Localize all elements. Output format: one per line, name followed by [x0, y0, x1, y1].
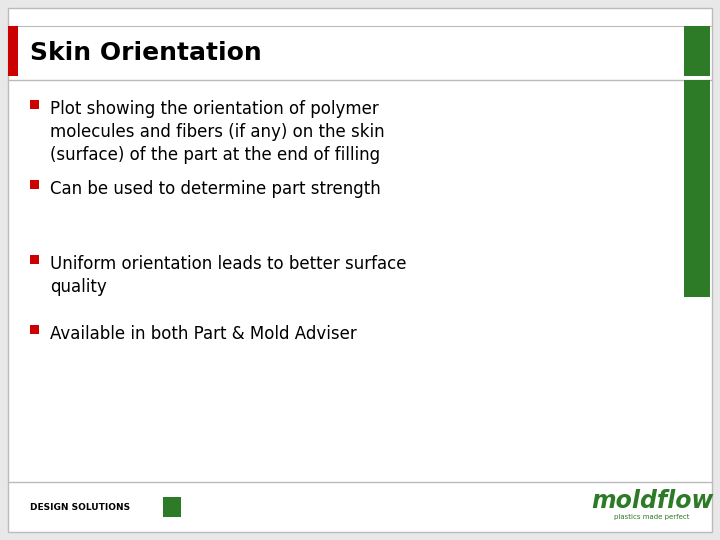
- Bar: [30, 325, 39, 334]
- Text: Uniform orientation leads to better surface
quality: Uniform orientation leads to better surf…: [50, 255, 407, 296]
- Bar: [8, 26, 18, 76]
- Text: Can be used to determine part strength: Can be used to determine part strength: [50, 180, 381, 198]
- Text: plastics made perfect: plastics made perfect: [614, 514, 690, 520]
- Text: Skin Orientation: Skin Orientation: [30, 41, 262, 65]
- Bar: [30, 100, 39, 109]
- Text: moldflow: moldflow: [591, 489, 714, 513]
- Bar: [30, 255, 39, 264]
- Text: Plot showing the orientation of polymer
molecules and fibers (if any) on the ski: Plot showing the orientation of polymer …: [50, 100, 384, 164]
- Bar: [30, 180, 39, 189]
- Bar: [684, 80, 710, 297]
- Bar: [163, 497, 181, 517]
- Text: Available in both Part & Mold Adviser: Available in both Part & Mold Adviser: [50, 325, 356, 343]
- Text: DESIGN SOLUTIONS: DESIGN SOLUTIONS: [30, 503, 130, 511]
- Bar: [684, 26, 710, 76]
